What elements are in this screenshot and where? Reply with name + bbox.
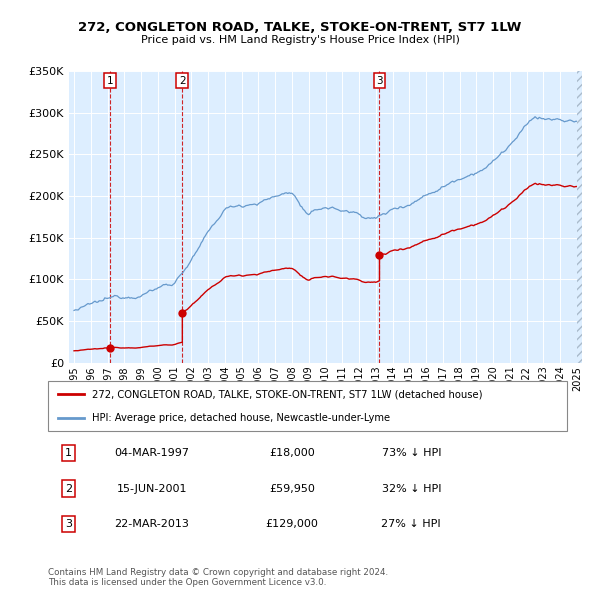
Text: 73% ↓ HPI: 73% ↓ HPI bbox=[382, 448, 441, 458]
Text: Contains HM Land Registry data © Crown copyright and database right 2024.
This d: Contains HM Land Registry data © Crown c… bbox=[48, 568, 388, 587]
Text: 1: 1 bbox=[65, 448, 72, 458]
Text: 04-MAR-1997: 04-MAR-1997 bbox=[115, 448, 190, 458]
Text: HPI: Average price, detached house, Newcastle-under-Lyme: HPI: Average price, detached house, Newc… bbox=[92, 413, 390, 423]
Text: £59,950: £59,950 bbox=[269, 484, 315, 493]
FancyBboxPatch shape bbox=[48, 381, 567, 431]
Text: 272, CONGLETON ROAD, TALKE, STOKE-ON-TRENT, ST7 1LW: 272, CONGLETON ROAD, TALKE, STOKE-ON-TRE… bbox=[79, 21, 521, 34]
Text: £18,000: £18,000 bbox=[269, 448, 315, 458]
Text: Price paid vs. HM Land Registry's House Price Index (HPI): Price paid vs. HM Land Registry's House … bbox=[140, 35, 460, 45]
Text: £129,000: £129,000 bbox=[265, 519, 319, 529]
Text: 2: 2 bbox=[179, 76, 185, 86]
Text: 2: 2 bbox=[65, 484, 73, 493]
Text: 32% ↓ HPI: 32% ↓ HPI bbox=[382, 484, 441, 493]
Text: 3: 3 bbox=[376, 76, 383, 86]
Text: 272, CONGLETON ROAD, TALKE, STOKE-ON-TRENT, ST7 1LW (detached house): 272, CONGLETON ROAD, TALKE, STOKE-ON-TRE… bbox=[92, 389, 482, 399]
Text: 27% ↓ HPI: 27% ↓ HPI bbox=[382, 519, 441, 529]
Text: 22-MAR-2013: 22-MAR-2013 bbox=[115, 519, 189, 529]
Text: 1: 1 bbox=[107, 76, 114, 86]
Text: 3: 3 bbox=[65, 519, 72, 529]
Text: 15-JUN-2001: 15-JUN-2001 bbox=[116, 484, 187, 493]
